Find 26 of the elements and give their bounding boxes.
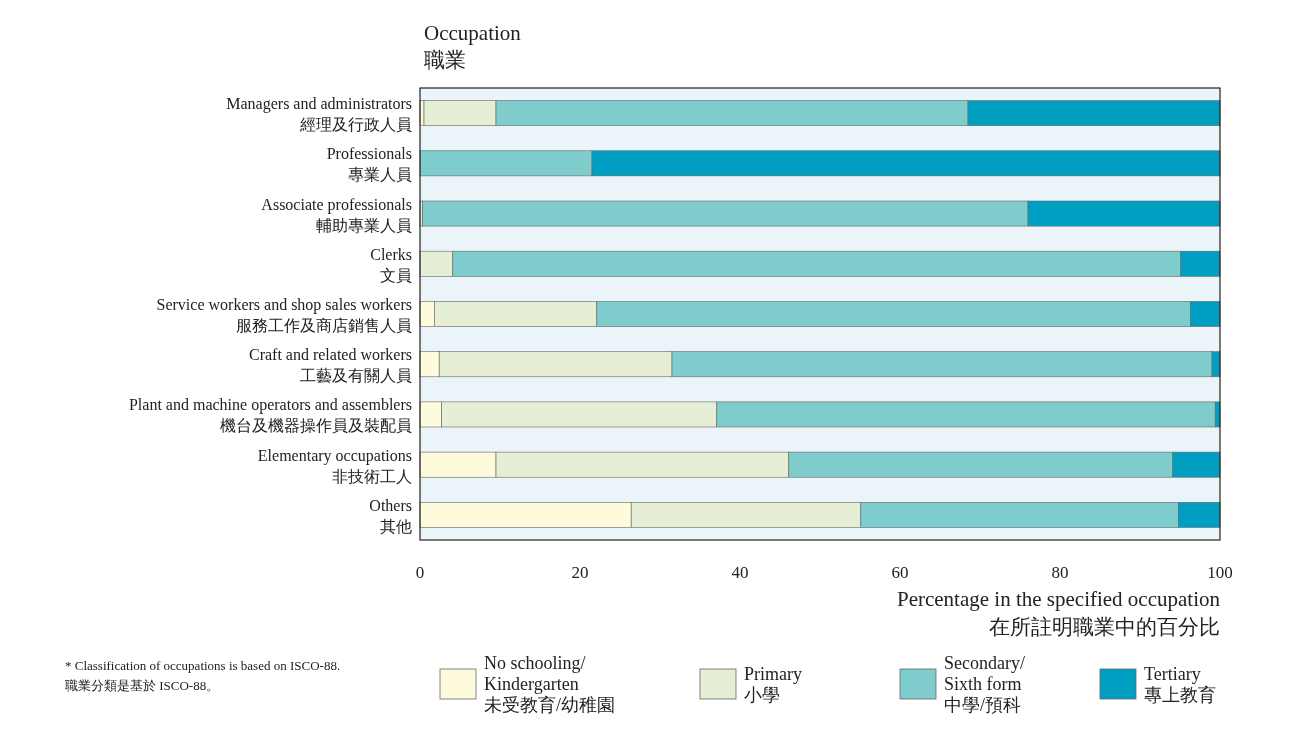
y-tick-label: Craft and related workers 工藝及有關人員 — [248, 346, 412, 385]
legend-item: Tertiary 專上教育 — [1099, 663, 1216, 705]
x-tick-label: 80 — [1051, 563, 1069, 582]
y-tick-label: Others 其他 — [369, 496, 412, 535]
y-tick-label: Plant and machine operators and assemblers 機台及機器操作員及裝配員 — [128, 396, 412, 435]
y-axis-title: Occupation 職業 — [424, 21, 522, 72]
legend-item: No schooling/ Kindergarten 未受教育/幼稚園 — [439, 653, 615, 715]
x-tick-label: 40 — [731, 563, 749, 582]
y-tick-label: Managers and administrators 經理及行政人員 — [226, 95, 412, 134]
legend-label: No schooling/ Kindergarten 未受教育/幼稚園 — [484, 653, 616, 715]
y-tick-label: Professionals 專業人員 — [326, 145, 412, 184]
legend-label: Secondary/ Sixth form 中學/預科 — [944, 653, 1025, 715]
text: * Classification of occupations is based on ISCO-88. 職業分類是基於 ISCO-88。 — [65, 658, 341, 693]
x-tick-label: 60 — [891, 563, 909, 582]
x-tick-label: 20 — [571, 563, 589, 582]
x-tick-label: 100 — [1207, 563, 1233, 582]
legend-item: Secondary/ Sixth form 中學/預科 — [899, 653, 1025, 715]
x-axis-title: Percentage in the specified occupation 在所註明職業中的百分比 — [896, 587, 1221, 639]
y-tick-label: Elementary occupations 非技術工人 — [257, 446, 412, 485]
legend-label: Primary 小學 — [744, 663, 802, 705]
x-tick-label: 0 — [415, 563, 425, 582]
legend-label: Tertiary 專上教育 — [1144, 663, 1216, 705]
legend-item: Primary 小學 — [699, 663, 802, 705]
y-tick-label: Clerks 文員 — [370, 245, 412, 284]
y-tick-label: Associate professionals 輔助專業人員 — [261, 195, 412, 234]
y-tick-label: Service workers and shop sales workers 服務工作及商店銷售人員 — [156, 296, 412, 334]
